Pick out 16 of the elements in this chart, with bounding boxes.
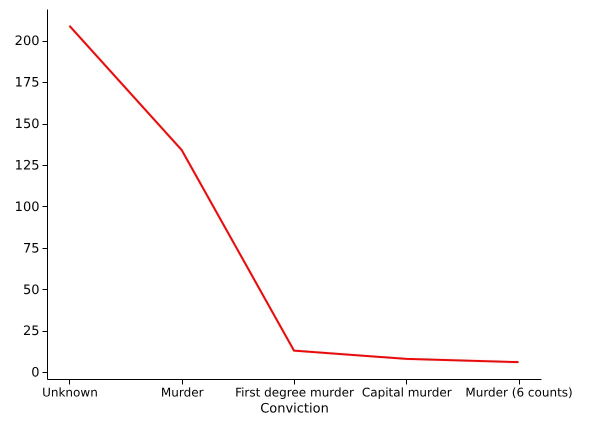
y-tick-label: 200: [14, 34, 40, 50]
y-tick-label: 25: [22, 324, 40, 340]
x-tick-label: Murder: [160, 386, 204, 400]
y-tick-label: 0: [31, 366, 40, 381]
y-tick-label: 125: [14, 158, 40, 174]
line-series: [68, 24, 520, 364]
y-tick-label: 100: [14, 200, 40, 215]
y-tick-label: 50: [22, 282, 40, 298]
y-tick-label: 150: [14, 117, 40, 132]
x-tick-label: Unknown: [42, 386, 98, 400]
x-tick-label: Murder (6 counts): [465, 386, 573, 400]
y-tick-label: 75: [22, 241, 40, 256]
x-axis-title: Conviction: [260, 402, 329, 416]
x-tick-label: Capital murder: [362, 386, 452, 400]
x-tick-label: First degree murder: [235, 386, 354, 400]
y-tick-label: 175: [14, 76, 40, 91]
